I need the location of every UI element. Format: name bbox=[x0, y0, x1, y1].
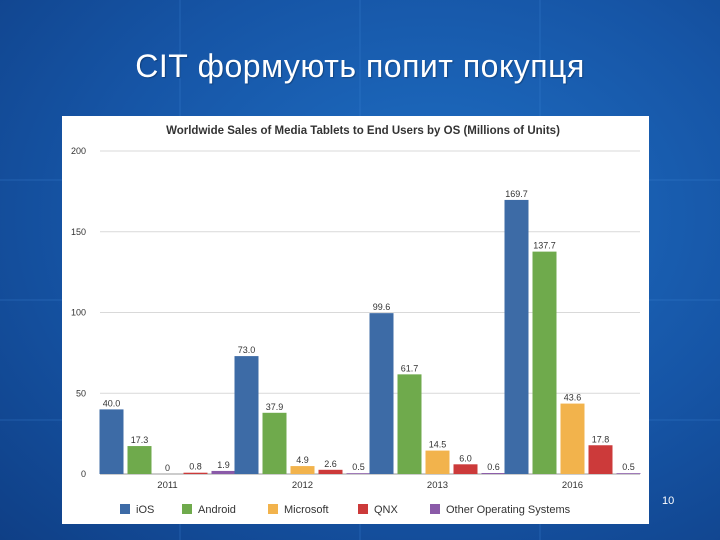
data-label: 137.7 bbox=[533, 241, 556, 251]
legend-swatch bbox=[358, 504, 368, 514]
bar-qnx-2012 bbox=[318, 469, 343, 474]
data-label: 37.9 bbox=[266, 402, 284, 412]
legend-label: QNX bbox=[374, 504, 399, 516]
data-label: 0.5 bbox=[352, 462, 365, 472]
data-label: 43.6 bbox=[564, 393, 582, 403]
data-label: 0 bbox=[165, 463, 170, 473]
bar-android-2011 bbox=[127, 446, 152, 474]
bar-qnx-2011 bbox=[183, 472, 208, 474]
x-tick-label: 2012 bbox=[292, 480, 313, 491]
bar-android-2013 bbox=[397, 374, 422, 474]
data-label: 73.0 bbox=[238, 345, 256, 355]
data-label: 0.5 bbox=[622, 462, 635, 472]
x-tick-label: 2013 bbox=[427, 480, 448, 491]
data-label: 14.5 bbox=[429, 440, 447, 450]
chart-panel: Worldwide Sales of Media Tablets to End … bbox=[62, 116, 649, 524]
legend-swatch bbox=[182, 504, 192, 514]
y-tick-label: 0 bbox=[81, 469, 86, 479]
legend-label: iOS bbox=[136, 504, 154, 516]
bar-microsoft-2016 bbox=[560, 403, 585, 474]
data-label: 2.6 bbox=[324, 459, 337, 469]
bar-ios-2013 bbox=[369, 313, 394, 474]
y-tick-label: 100 bbox=[71, 308, 86, 318]
bar-android-2012 bbox=[262, 412, 287, 474]
bar-qnx-2016 bbox=[588, 445, 613, 474]
data-label: 17.3 bbox=[131, 435, 149, 445]
x-tick-label: 2011 bbox=[157, 480, 177, 491]
chart-title: Worldwide Sales of Media Tablets to End … bbox=[166, 125, 560, 137]
bar-android-2016 bbox=[532, 251, 557, 474]
bar-qnx-2013 bbox=[453, 464, 478, 474]
slide-title: СІТ формують попит покупця bbox=[135, 48, 585, 84]
bar-other-operating-systems-2016 bbox=[616, 473, 641, 474]
legend-label: Microsoft bbox=[284, 504, 329, 516]
page-number: 10 bbox=[662, 495, 675, 507]
y-tick-label: 200 bbox=[71, 146, 86, 156]
legend-label: Android bbox=[198, 504, 236, 516]
data-label: 40.0 bbox=[103, 398, 121, 408]
bar-microsoft-2012 bbox=[290, 466, 315, 474]
data-label: 6.0 bbox=[459, 453, 472, 463]
data-label: 4.9 bbox=[296, 455, 309, 465]
legend-label: Other Operating Systems bbox=[446, 504, 571, 516]
legend-swatch bbox=[120, 504, 130, 514]
bar-other-operating-systems-2012 bbox=[346, 473, 371, 474]
y-tick-label: 150 bbox=[71, 227, 86, 237]
bar-other-operating-systems-2013 bbox=[481, 473, 506, 474]
data-label: 0.8 bbox=[189, 462, 202, 472]
data-label: 99.6 bbox=[373, 302, 391, 312]
data-label: 1.9 bbox=[217, 460, 230, 470]
bar-ios-2011 bbox=[99, 409, 124, 474]
data-label: 0.6 bbox=[487, 462, 500, 472]
bar-ios-2016 bbox=[504, 199, 529, 474]
data-label: 61.7 bbox=[401, 363, 419, 373]
x-tick-label: 2016 bbox=[562, 480, 583, 491]
tablet-sales-chart: Worldwide Sales of Media Tablets to End … bbox=[71, 125, 641, 516]
legend-swatch bbox=[268, 504, 278, 514]
bar-ios-2012 bbox=[234, 356, 259, 474]
data-label: 169.7 bbox=[505, 189, 528, 199]
data-label: 17.8 bbox=[592, 434, 610, 444]
bar-microsoft-2013 bbox=[425, 450, 450, 474]
y-tick-label: 50 bbox=[76, 388, 86, 398]
bar-other-operating-systems-2011 bbox=[211, 470, 236, 474]
legend-swatch bbox=[430, 504, 440, 514]
